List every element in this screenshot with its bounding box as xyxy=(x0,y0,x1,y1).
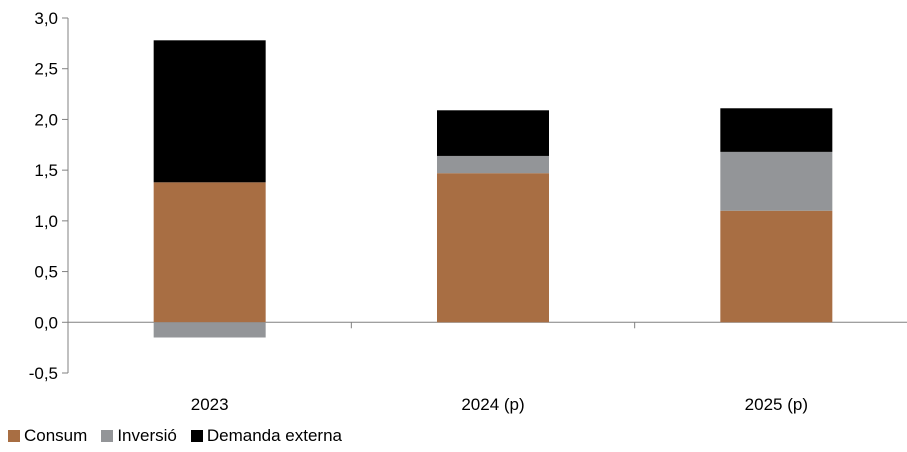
y-tick-label: 0,5 xyxy=(34,263,58,282)
bar-demanda-externa-2 xyxy=(720,108,833,152)
y-tick-label: 1,5 xyxy=(34,161,58,180)
legend-label-consum: Consum xyxy=(24,426,88,445)
y-tick-label: -0,5 xyxy=(29,364,58,383)
y-tick-label: 2,5 xyxy=(34,60,58,79)
legend-swatch-demanda-externa xyxy=(190,430,203,442)
y-tick-label: 1,0 xyxy=(34,212,58,231)
legend-item-consum: Consum xyxy=(8,426,87,446)
legend-label-inversio: Inversió xyxy=(117,426,177,445)
bar-inversi--0 xyxy=(153,322,266,338)
bar-demanda-externa-1 xyxy=(437,110,549,156)
x-tick-label: 2023 xyxy=(191,395,229,414)
legend-item-inversio: Inversió xyxy=(101,426,177,446)
bar-inversi--2 xyxy=(720,151,833,211)
bar-consum-2 xyxy=(720,210,833,323)
legend-label-demanda-externa: Demanda externa xyxy=(206,426,342,445)
bar-inversi--1 xyxy=(437,155,549,174)
bar-demanda-externa-0 xyxy=(153,40,266,183)
legend-swatch-consum xyxy=(8,430,20,442)
y-tick-label: 2,0 xyxy=(34,110,58,129)
bar-consum-0 xyxy=(153,182,266,323)
x-tick-label: 2024 (p) xyxy=(461,395,524,414)
legend-swatch-inversio xyxy=(101,430,114,442)
y-tick-label: 0,0 xyxy=(34,313,58,332)
x-tick-label: 2025 (p) xyxy=(745,395,808,414)
y-tick-label: 3,0 xyxy=(34,9,58,28)
bar-consum-1 xyxy=(437,173,549,323)
legend-item-demanda-externa: Demanda externa xyxy=(190,426,342,446)
legend: Consum Inversió Demanda externa xyxy=(8,426,342,446)
